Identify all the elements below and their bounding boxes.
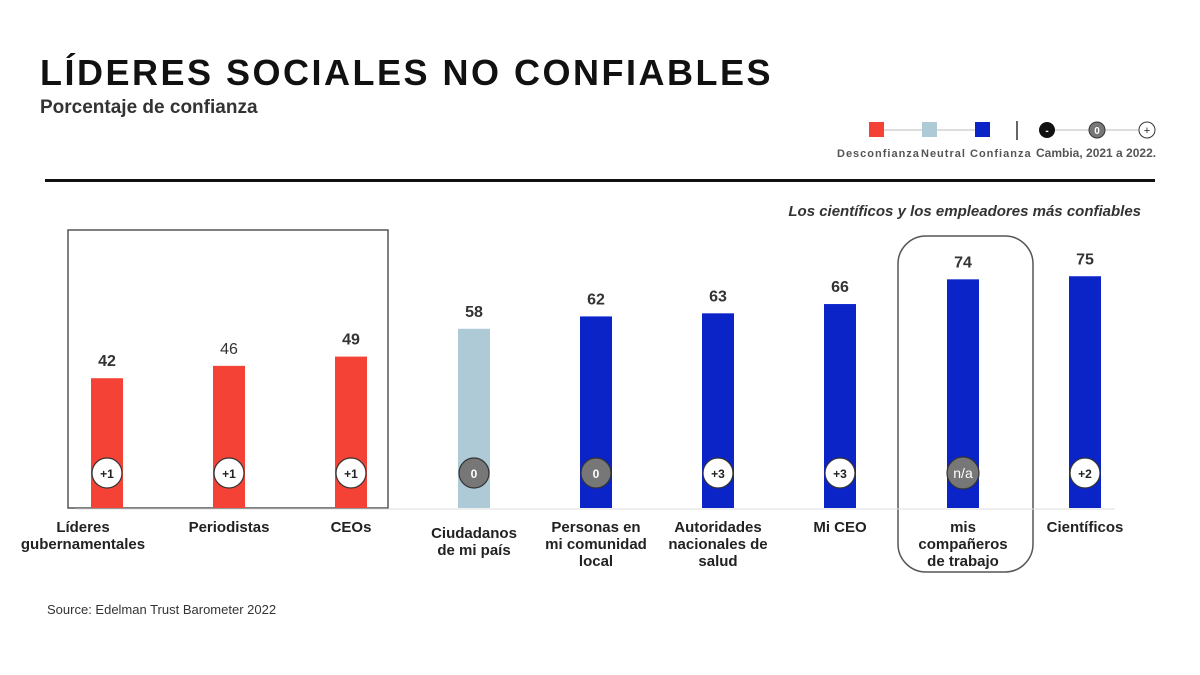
category-label: local [579,553,613,570]
legend-label-trust: Confianza [970,148,1032,160]
legend-swatch-distrust [869,122,884,137]
value-label: 62 [587,291,605,308]
category-label: Líderes [56,519,109,536]
category-label: mis [950,519,976,536]
category-label: CEOs [331,519,372,536]
legend-zero-icon [1088,121,1106,139]
legend-minus-icon [1039,122,1055,138]
change-label: +1 [100,467,114,481]
category-label: Mi CEO [813,519,867,536]
page-subtitle: Porcentaje de confianza [40,97,258,118]
legend-label-change: Cambia, 2021 a 2022. [1036,146,1156,160]
category-label: gubernamentales [21,536,145,553]
change-badge [213,457,245,489]
change-label: +3 [833,467,847,481]
category-label: de trabajo [927,553,999,570]
category-label: Personas en [551,519,640,536]
change-label: +3 [711,467,725,481]
chart-annotation: Los científicos y los empleadores más co… [788,203,1141,220]
change-label: +1 [344,467,358,481]
value-label: 42 [98,353,116,370]
category-label: nacionales de [668,536,767,553]
change-label: +2 [1078,467,1092,481]
change-badge [1069,457,1101,489]
change-label: 0 [471,467,478,481]
change-badge [946,456,980,490]
legend-zero-label: 0 [1094,126,1100,137]
category-label: Ciudadanos [431,525,517,542]
source-note: Source: Edelman Trust Barometer 2022 [47,602,277,617]
change-badge [458,457,490,489]
page-title: LÍDERES SOCIALES NO CONFIABLES [40,52,774,93]
legend-minus-label: - [1045,126,1048,137]
divider [45,179,1155,182]
change-badge [580,457,612,489]
change-badge [91,457,123,489]
change-label: n/a [953,465,973,481]
change-badge [335,457,367,489]
category-label: salud [698,553,737,570]
category-label: mi comunidad [545,536,647,553]
change-label: 0 [593,467,600,481]
legend-label-distrust: Desconfianza [837,148,920,160]
legend-plus-icon [1138,121,1156,139]
category-label: Autoridades [674,519,762,536]
legend-swatch-neutral [922,122,937,137]
value-label: 63 [709,288,727,305]
value-label: 58 [465,304,483,321]
category-label: de mi país [437,542,510,559]
legend-label-neutral: Neutral [921,148,966,160]
legend-plus-label: + [1144,125,1150,137]
value-label: 49 [342,332,360,349]
legend-swatch-trust [975,122,990,137]
value-label: 74 [954,254,972,271]
value-label: 66 [831,279,849,296]
change-badge [702,457,734,489]
value-label: 75 [1076,251,1094,268]
category-label: Periodistas [189,519,270,536]
change-badge [824,457,856,489]
category-label: compañeros [918,536,1007,553]
value-label: 46 [220,341,238,358]
change-label: +1 [222,467,236,481]
category-label: Científicos [1047,519,1124,536]
highlight-box-coworkers [897,235,1034,573]
